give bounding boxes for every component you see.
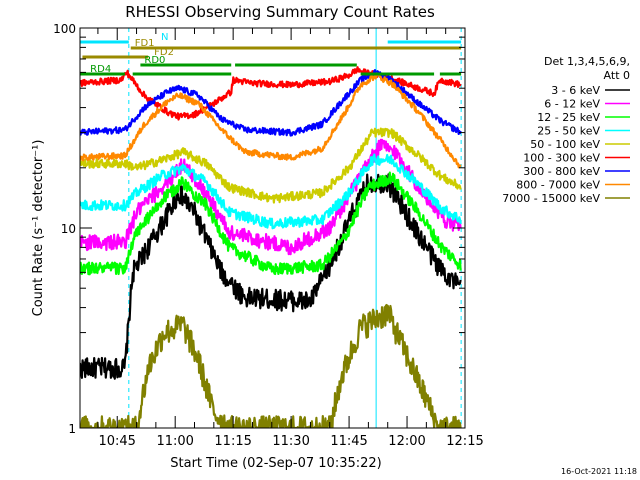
- legend-label-5: 50 - 100 keV: [530, 138, 600, 151]
- series-line-7: [80, 69, 462, 137]
- flag-bar-rd0-2: [235, 63, 357, 67]
- legend-label-2: 6 - 12 keV: [544, 98, 600, 111]
- y-tick-label-1: 1: [68, 422, 76, 436]
- x-tick-label-2: 11:00: [156, 434, 193, 449]
- flag-bar-rd4-3: [360, 72, 435, 76]
- flag-bar-fd1-1: [130, 46, 462, 50]
- flag-bar-rd4-1: [80, 72, 125, 76]
- y-tick-label-3: 100: [53, 22, 76, 36]
- flag-bar-rd4-4: [439, 72, 462, 76]
- legend-label-6: 100 - 300 keV: [523, 152, 600, 165]
- legend-title-line-1: Det 1,3,4,5,6,9,: [544, 55, 630, 68]
- x-tick-label-3: 11:15: [214, 434, 251, 449]
- flag-label-rd0: RD0: [144, 55, 165, 66]
- chart-title: RHESSI Observing Summary Count Rates: [125, 3, 435, 21]
- legend-label-8: 800 - 7000 keV: [516, 179, 600, 192]
- legend-label-4: 25 - 50 keV: [537, 125, 600, 138]
- series-line-5: [80, 127, 462, 204]
- legend-label-9: 7000 - 15000 keV: [502, 192, 600, 205]
- legend-label-1: 3 - 6 keV: [551, 84, 600, 97]
- flag-label-fd1: FD1: [135, 38, 155, 49]
- flag-bar-rd0-1: [140, 63, 232, 67]
- timestamp: 16-Oct-2021 11:18: [561, 467, 637, 476]
- series-line-3: [80, 171, 462, 276]
- flag-label-rd4: RD4: [90, 64, 111, 75]
- y-tick-label-2: 10: [61, 222, 76, 236]
- series-line-1: [80, 173, 462, 380]
- legend-label-3: 12 - 25 keV: [537, 111, 600, 124]
- axes: 1 10 100 10:45 11:00 11:15 11:30 11:45 12:00 12:1…: [53, 22, 484, 449]
- flag-bar-fd2-1: [82, 55, 149, 59]
- flag-bar-rd4-2: [132, 72, 232, 76]
- series-line-8: [80, 72, 462, 169]
- x-tick-label-5: 11:45: [330, 434, 367, 449]
- series-line-6: [80, 66, 462, 121]
- legend-label-7: 300 - 800 keV: [523, 165, 600, 178]
- x-tick-label-7: 12:15: [446, 434, 483, 449]
- x-tick-label-4: 11:30: [272, 434, 309, 449]
- series-line-4: [80, 153, 462, 230]
- flag-label-n: N: [161, 32, 168, 43]
- x-tick-label-6: 12:00: [388, 434, 425, 449]
- series-line-2: [80, 138, 462, 256]
- y-axis-label: Count Rate (s⁻¹ detector⁻¹): [31, 140, 46, 317]
- x-axis-label: Start Time (02-Sep-07 10:35:22): [170, 456, 381, 471]
- x-tick-label-1: 10:45: [98, 434, 135, 449]
- flag-label-fd2: FD2: [154, 47, 174, 58]
- legend-title-line-2: Att 0: [604, 69, 630, 82]
- flag-bar-n-2: [387, 40, 462, 44]
- series-line-9: [80, 303, 462, 428]
- flag-bar-n-1: [80, 40, 129, 44]
